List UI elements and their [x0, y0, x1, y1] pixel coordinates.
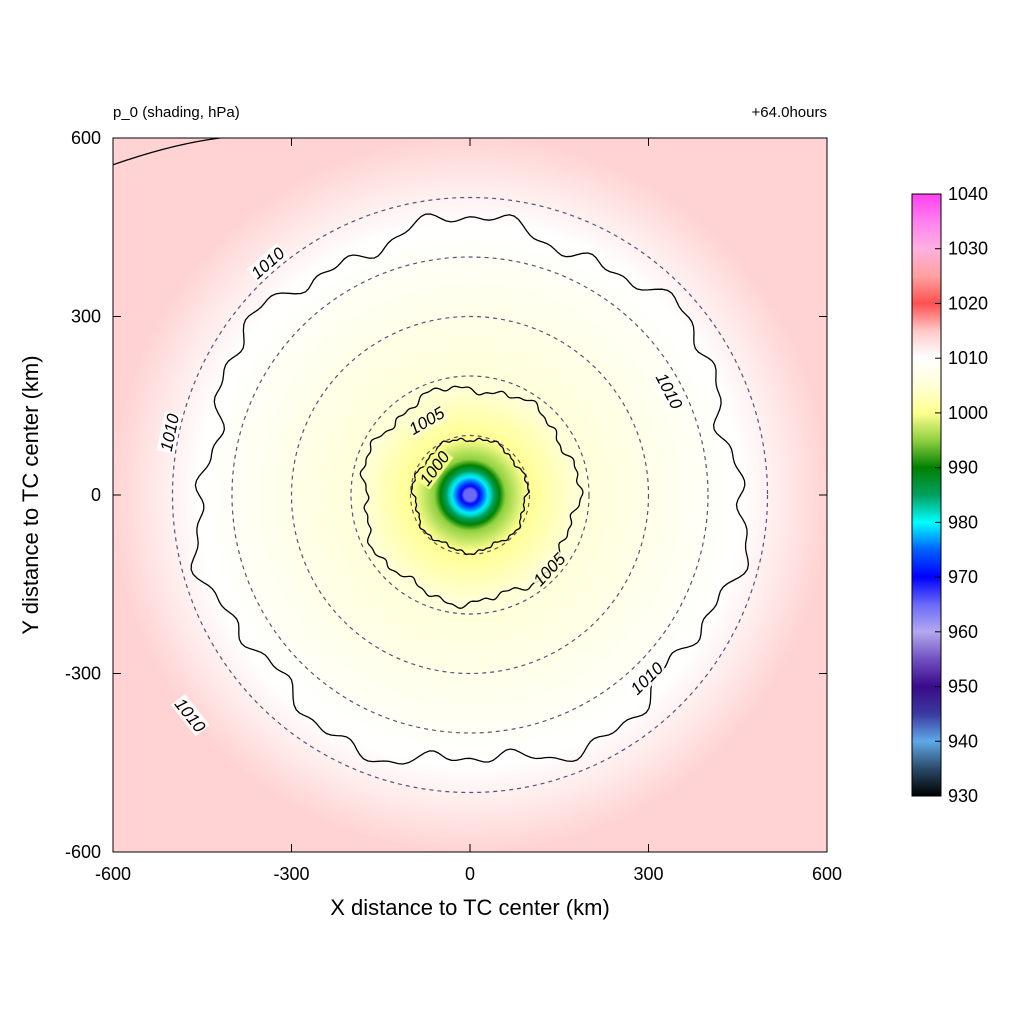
range-circles	[171, 196, 769, 794]
contour-line-corner	[113, 138, 221, 166]
colorbar-tick-label: 970	[948, 567, 978, 587]
colorbar-tick-label: 1000	[948, 403, 988, 423]
pressure-field	[113, 138, 827, 852]
x-tick-label: -600	[95, 864, 131, 884]
contour-label-bg	[528, 548, 570, 591]
y-tick-label: -600	[65, 842, 101, 862]
y-tick-label: 600	[71, 128, 101, 148]
contour-label-bg	[156, 411, 183, 454]
x-tick-label: 0	[465, 864, 475, 884]
colorbar-tick-label: 980	[948, 512, 978, 532]
colorbar-tick-label: 990	[948, 458, 978, 478]
colorbar: 1040 1030 1020 1010 1000 990 980 970 960 950 940 93…	[911, 184, 988, 806]
contour-label-bg	[246, 243, 289, 283]
y-axis: 600 300 0 -300 -600	[65, 128, 827, 862]
y-tick-label: 0	[91, 485, 101, 505]
contour-line-1005	[359, 385, 584, 609]
contour-line-1010	[190, 213, 750, 765]
contour-label-bg	[404, 402, 449, 439]
contour-label-bg	[170, 693, 210, 737]
colorbar-tick-label: 930	[948, 786, 978, 806]
contour-label-bg	[652, 368, 687, 413]
colorbar-tick-label: 960	[948, 622, 978, 642]
colorbar-tick-label: 940	[948, 731, 978, 751]
x-tick-label: 600	[812, 864, 842, 884]
range-circle	[231, 256, 709, 734]
x-tick-label: 300	[633, 864, 663, 884]
contour-lines	[113, 138, 750, 765]
colorbar-ticks: 1040 1030 1020 1010 1000 990 980 970 960 950 940 93…	[935, 184, 988, 806]
colorbar-scale	[911, 193, 942, 797]
range-circle	[409, 434, 531, 556]
title-left: p_0 (shading, hPa)	[113, 104, 240, 121]
range-circle	[350, 375, 590, 615]
colorbar-tick-label: 1020	[948, 293, 988, 313]
y-tick-label: 300	[71, 307, 101, 327]
contour-label-bg	[626, 657, 668, 699]
range-circle	[290, 315, 650, 675]
colorbar-tick-label: 1010	[948, 348, 988, 368]
colorbar-tick-label: 1030	[948, 239, 988, 259]
range-circle	[171, 196, 769, 794]
colorbar-tick-label: 1040	[948, 184, 988, 204]
colorbar-tick-label: 950	[948, 677, 978, 697]
title-right: +64.0hours	[752, 104, 827, 121]
x-axis: -600 -300 0 300 600	[95, 138, 842, 884]
y-tick-label: -300	[65, 664, 101, 684]
contour-line-1000	[410, 437, 530, 555]
x-tick-label: -300	[273, 864, 309, 884]
x-axis-title: X distance to TC center (km)	[330, 895, 610, 920]
contour-label-bg	[415, 446, 454, 490]
y-axis-title: Y distance to TC center (km)	[18, 355, 43, 634]
